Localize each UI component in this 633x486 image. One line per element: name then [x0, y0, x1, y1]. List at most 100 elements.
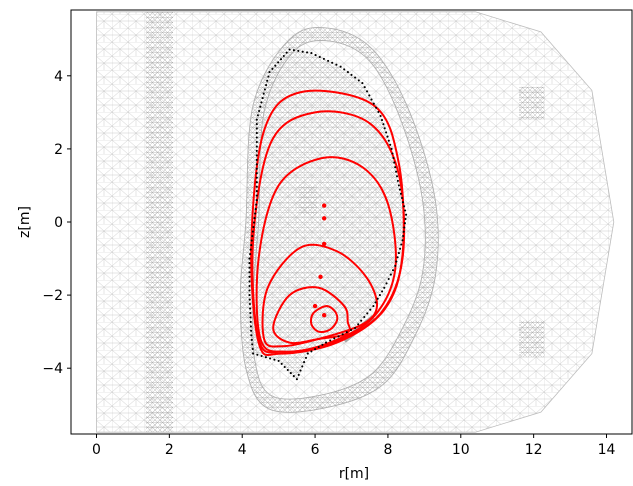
wall-point	[321, 343, 324, 346]
wall-point	[403, 222, 406, 225]
wall-point	[288, 48, 291, 51]
wall-point	[262, 92, 265, 95]
wall-point	[252, 221, 256, 224]
wall-point	[387, 277, 390, 281]
magnetic-axis-point-1	[321, 313, 327, 318]
x-tick-label: 14	[598, 442, 616, 458]
wall-point	[255, 154, 258, 157]
magnetic-axis-point-4	[321, 241, 327, 247]
wall-point	[256, 353, 259, 356]
flux-surface-4	[255, 156, 397, 353]
wall-point	[248, 294, 251, 297]
magnetic-axis-point-2	[312, 303, 318, 309]
wall-point	[264, 356, 267, 359]
wall-point	[389, 143, 392, 146]
wall-point	[387, 139, 390, 142]
wall-point	[279, 58, 283, 61]
wall-point	[398, 188, 401, 191]
flux-surfaces	[250, 89, 406, 356]
wall-point	[286, 368, 289, 372]
x-tick-label: 0	[92, 442, 101, 458]
wall-point	[402, 230, 405, 233]
wall-point	[314, 54, 317, 57]
wall-point	[299, 369, 302, 372]
y-tick-label: −2	[42, 288, 63, 304]
plot-area	[96, 11, 615, 433]
y-tick-label: 4	[54, 69, 63, 85]
wall-point	[377, 110, 380, 113]
wall-point	[255, 176, 258, 179]
dense-mesh-region	[145, 11, 173, 433]
wall-point	[248, 284, 251, 288]
wall-point	[259, 105, 262, 108]
wall-point	[345, 331, 348, 334]
wall-point	[397, 252, 400, 255]
magnetic-axis-point-3	[318, 274, 323, 280]
wall-point	[354, 76, 357, 79]
wall-point	[396, 256, 399, 259]
wall-point	[255, 181, 258, 184]
wall-point	[258, 109, 261, 113]
wall-point	[379, 114, 382, 118]
wall-point	[314, 348, 317, 351]
wall-point	[393, 161, 396, 164]
wall-point	[397, 184, 400, 187]
wall-point	[322, 57, 325, 60]
wall-point	[403, 226, 406, 229]
wall-point	[248, 302, 251, 306]
wall-point	[385, 131, 388, 134]
wall-point	[254, 208, 257, 211]
wall-point	[251, 235, 254, 238]
wall-point	[249, 253, 252, 256]
wall-point	[260, 354, 263, 358]
wall-point	[280, 362, 283, 365]
wall-point	[331, 61, 334, 64]
wall-point	[357, 323, 360, 326]
flux-surface-3	[261, 243, 379, 348]
wall-point	[389, 273, 392, 276]
wall-point	[292, 49, 295, 52]
wall-point	[255, 123, 258, 126]
wall-point	[248, 298, 251, 301]
x-tick-label: 2	[165, 442, 174, 458]
wall-point	[256, 114, 259, 117]
wall-point	[385, 282, 388, 285]
wall-point	[370, 98, 373, 101]
wall-point	[282, 54, 285, 58]
wall-point	[303, 361, 306, 364]
wall-point	[250, 334, 253, 337]
wall-point	[255, 167, 258, 170]
wall-point	[269, 357, 272, 360]
wall-point	[255, 149, 258, 152]
magnetic-axis-point-5	[321, 216, 327, 221]
dense-mesh-region	[519, 320, 545, 358]
wall-point	[301, 365, 304, 368]
wall-point	[365, 90, 369, 93]
wall-point	[404, 217, 407, 221]
wall-point	[289, 372, 292, 375]
wall-point	[297, 49, 300, 52]
wall-point	[250, 244, 253, 247]
wall-point	[265, 84, 268, 87]
wall-point	[248, 257, 251, 260]
wall-point	[401, 201, 405, 204]
wall-point	[255, 136, 258, 139]
wall-point	[249, 311, 252, 315]
wall-point	[392, 156, 395, 160]
wall-point	[366, 312, 369, 315]
wall-point	[333, 337, 336, 340]
wall-point	[403, 205, 406, 208]
wall-point	[382, 123, 385, 126]
wall-point	[381, 290, 384, 293]
x-tick-label: 12	[525, 442, 543, 458]
wall-point	[346, 71, 349, 74]
wall-point	[255, 194, 258, 197]
x-tick-label: 10	[452, 442, 470, 458]
wall-point	[372, 305, 375, 308]
wall-point	[260, 101, 263, 104]
wall-point	[401, 239, 404, 242]
wall-point	[375, 106, 378, 109]
wall-point	[301, 50, 304, 53]
wall-point	[277, 359, 280, 362]
wall-point	[274, 64, 277, 67]
